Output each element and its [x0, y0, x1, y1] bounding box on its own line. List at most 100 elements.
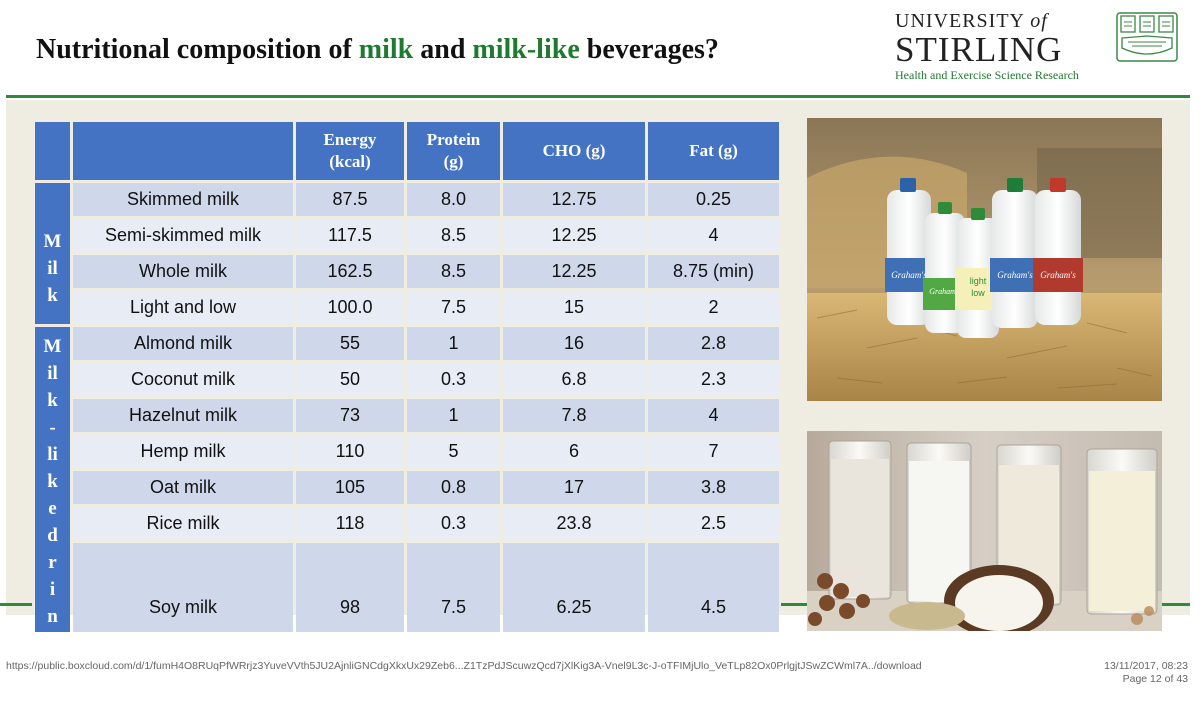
row-name: Rice milk [73, 507, 293, 540]
table-row: Light and low 100.0 7.5 15 2 [35, 291, 779, 324]
bottom-divider [0, 603, 32, 606]
title-text: Nutritional composition of [36, 34, 359, 65]
row-name: Whole milk [73, 255, 293, 288]
table-row: Semi-skimmed milk 117.5 8.5 12.25 4 [35, 219, 779, 252]
logo-word: UNIVERSITY [895, 10, 1025, 32]
header-line: Fat (g) [689, 141, 738, 160]
nutrition-table: Energy (kcal) Protein (g) CHO (g) Fat (g) … [32, 119, 782, 635]
cell-fat: 2.8 [648, 327, 779, 360]
cell-protein: 7.5 [407, 543, 500, 632]
table-row: M il k - li k e d r i n Almond milk 55 1… [35, 327, 779, 632]
logo-university: UNIVERSITY of [895, 10, 1048, 33]
cell-cho: 23.8 [503, 507, 645, 540]
cell-protein: 8.5 [407, 255, 500, 288]
bottle-brand-text: Graham's [997, 270, 1033, 280]
header-fat: Fat (g) [648, 122, 779, 180]
slide-title: Nutritional composition of milk and milk… [36, 34, 719, 66]
cell-fat: 4 [648, 219, 779, 252]
footer-datetime: 13/11/2017, 08:23 [1104, 660, 1188, 672]
header-energy: Energy (kcal) [296, 122, 404, 180]
cell-energy: 100.0 [296, 291, 404, 324]
cell-energy: 98 [296, 543, 404, 632]
row-name: Almond milk [73, 327, 293, 360]
table-row: Soy milk 98 7.5 6.25 4.5 [35, 543, 779, 632]
cell-energy: 87.5 [296, 183, 404, 216]
cell-fat: 4 [648, 399, 779, 432]
cell-cho: 6.25 [503, 543, 645, 632]
cell-energy: 162.5 [296, 255, 404, 288]
crest-icon [1116, 12, 1178, 62]
cell-cho: 7.8 [503, 399, 645, 432]
group-label-milk: M il k [35, 183, 70, 324]
group-letter: il [47, 258, 58, 279]
cell-protein: 5 [407, 435, 500, 468]
group-letter: k [47, 390, 58, 411]
header-line: (kcal) [329, 152, 371, 171]
cell-protein: 0.8 [407, 471, 500, 504]
cell-fat: 2.3 [648, 363, 779, 396]
footer-url: https://public.boxcloud.com/d/1/fumH4O8R… [6, 660, 922, 672]
header-protein: Protein (g) [407, 122, 500, 180]
logo-subtitle: Health and Exercise Science Research [895, 68, 1079, 82]
title-text: beverages? [579, 34, 719, 65]
title-milk-word: milk [358, 34, 414, 65]
header-line: Protein [426, 130, 481, 149]
table-row: Hemp milk 110 5 6 7 [35, 435, 779, 468]
title-milklike-word: milk-like [472, 34, 580, 65]
cell-protein: 8.5 [407, 219, 500, 252]
table-row: Coconut milk 50 0.3 6.8 2.3 [35, 363, 779, 396]
group-letter: il [47, 363, 58, 384]
header-name-cell [73, 122, 293, 180]
header-line: (g) [443, 152, 464, 171]
group-letter: li [47, 444, 58, 465]
cell-protein: 1 [407, 399, 500, 432]
cell-energy: 105 [296, 471, 404, 504]
row-name: Hemp milk [73, 435, 293, 468]
bottle-low-text: low [971, 288, 985, 298]
group-letter: k [47, 285, 58, 306]
bottom-divider [1162, 603, 1190, 606]
table-row: Hazelnut milk 73 1 7.8 4 [35, 399, 779, 432]
cell-fat: 4.5 [648, 543, 779, 632]
cell-fat: 2.5 [648, 507, 779, 540]
cell-cho: 12.75 [503, 183, 645, 216]
bottle-group: Graham's Graham's light low Graham's Gra… [885, 178, 1083, 338]
cell-fat: 8.75 (min) [648, 255, 779, 288]
university-logo: UNIVERSITY of STIRLING Health and Exerci… [895, 8, 1190, 88]
row-name: Semi-skimmed milk [73, 219, 293, 252]
row-name: Coconut milk [73, 363, 293, 396]
footer-page-number: Page 12 of 43 [1122, 673, 1188, 685]
plant-milk-glasses-photo [807, 431, 1162, 631]
group-letter: d [47, 525, 58, 546]
cell-energy: 50 [296, 363, 404, 396]
cell-protein: 8.0 [407, 183, 500, 216]
group-letter: M [43, 231, 62, 252]
group-letter: e [48, 498, 57, 519]
table-row: Oat milk 105 0.8 17 3.8 [35, 471, 779, 504]
group-letter: i [49, 579, 56, 600]
row-name: Skimmed milk [73, 183, 293, 216]
bottle-brand-text: Graham's [1040, 270, 1076, 280]
logo-stirling: STIRLING [895, 30, 1063, 69]
table-row: Whole milk 162.5 8.5 12.25 8.75 (min) [35, 255, 779, 288]
cell-cho: 6 [503, 435, 645, 468]
bottle-brand-text: Graham's [929, 287, 961, 296]
group-letter: k [47, 471, 58, 492]
group-letter: - [49, 417, 56, 438]
table-row: M il k Skimmed milk 87.5 8.0 12.75 0.25 [35, 183, 779, 324]
cell-protein: 1 [407, 327, 500, 360]
cell-fat: 0.25 [648, 183, 779, 216]
cell-fat: 2 [648, 291, 779, 324]
group-label-milklike: M il k - li k e d r i n [35, 327, 70, 632]
cell-fat: 7 [648, 435, 779, 468]
cell-energy: 55 [296, 327, 404, 360]
glass-group [828, 440, 1158, 615]
logo-of: of [1030, 10, 1048, 32]
row-name: Light and low [73, 291, 293, 324]
header-line: Energy [323, 130, 377, 149]
title-divider [6, 95, 1190, 98]
cell-energy: 117.5 [296, 219, 404, 252]
table-row: Rice milk 118 0.3 23.8 2.5 [35, 507, 779, 540]
bottle-light-text: light [970, 276, 987, 286]
milk-bottles-photo: Graham's Graham's light low Graham's Gra… [807, 118, 1162, 401]
